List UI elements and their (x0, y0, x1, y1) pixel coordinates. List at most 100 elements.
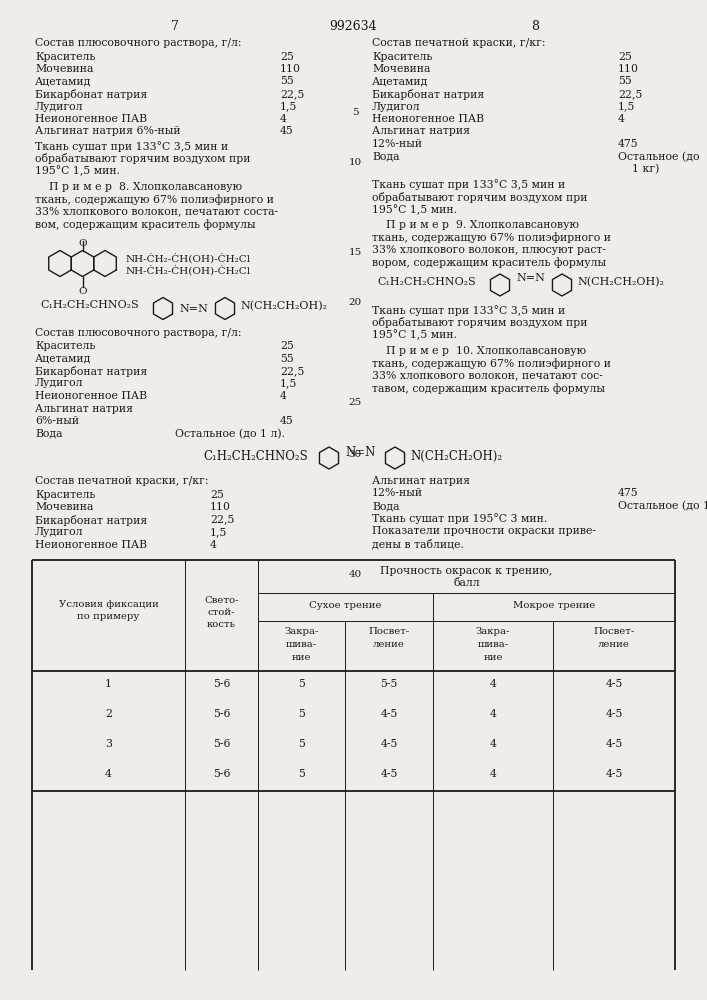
Text: вором, содержащим краситель формулы: вором, содержащим краситель формулы (372, 257, 606, 268)
Text: вом, содержащим краситель формулы: вом, содержащим краситель формулы (35, 219, 256, 230)
Text: Сухое трение: Сухое трение (309, 601, 382, 610)
Text: 195°С 1,5 мин.: 195°С 1,5 мин. (372, 330, 457, 341)
Text: N=N: N=N (345, 446, 375, 459)
Text: 22,5: 22,5 (618, 89, 643, 99)
Text: 25: 25 (349, 398, 361, 407)
Text: 1,5: 1,5 (280, 378, 298, 388)
Text: Посвет-: Посвет- (593, 627, 635, 636)
Text: 6%-ный: 6%-ный (35, 416, 79, 426)
Text: 4-5: 4-5 (605, 709, 623, 719)
Text: 45: 45 (280, 126, 293, 136)
Text: 33% хлопкового волокон, печатают соста-: 33% хлопкового волокон, печатают соста- (35, 207, 278, 217)
Text: Альгинат натрия: Альгинат натрия (372, 126, 470, 136)
Text: Ткань сушат при 133°С 3,5 мин и: Ткань сушат при 133°С 3,5 мин и (372, 180, 566, 190)
Text: 25: 25 (618, 51, 632, 62)
Text: N(CH₂CH₂OH)₂: N(CH₂CH₂OH)₂ (410, 450, 502, 463)
Text: Ткань сушат при 133°С 3,5 мин и: Ткань сушат при 133°С 3,5 мин и (35, 141, 228, 152)
Text: шива-: шива- (477, 640, 508, 649)
Text: 110: 110 (210, 502, 231, 512)
Text: 5: 5 (298, 709, 305, 719)
Text: ление: ление (598, 640, 630, 649)
Text: 4-5: 4-5 (605, 679, 623, 689)
Text: Бикарбонат натрия: Бикарбонат натрия (35, 89, 147, 100)
Text: Остальное (до 1 кг): Остальное (до 1 кг) (618, 501, 707, 511)
Text: ткань, содержащую 67% полиэфирного и: ткань, содержащую 67% полиэфирного и (35, 194, 274, 205)
Text: 22,5: 22,5 (210, 514, 235, 524)
Text: Лудигол: Лудигол (35, 527, 83, 537)
Text: 5: 5 (298, 739, 305, 749)
Text: Бикарбонат натрия: Бикарбонат натрия (372, 89, 484, 100)
Text: 12%-ный: 12%-ный (372, 488, 423, 498)
Text: Неионогенное ПАВ: Неионогенное ПАВ (35, 114, 147, 124)
Text: ние: ние (292, 653, 311, 662)
Text: ткань, содержащую 67% полиэфирного и: ткань, содержащую 67% полиэфирного и (372, 232, 611, 243)
Text: обрабатывают горячим воздухом при: обрабатывают горячим воздухом при (35, 153, 250, 164)
Text: П р и м е р  8. Хлопколавсановую: П р и м е р 8. Хлопколавсановую (35, 182, 242, 192)
Text: Состав плюсовочного раствора, г/л:: Состав плюсовочного раствора, г/л: (35, 38, 242, 48)
Text: 5-6: 5-6 (213, 679, 230, 689)
Text: Краситель: Краситель (35, 341, 95, 351)
Text: Закра-: Закра- (284, 627, 319, 636)
Text: C₁H₂CH₂CHNO₂S: C₁H₂CH₂CHNO₂S (40, 300, 139, 310)
Text: Остальное (до 1 л).: Остальное (до 1 л). (175, 428, 285, 439)
Text: Бикарбонат натрия: Бикарбонат натрия (35, 514, 147, 526)
Text: 8: 8 (531, 20, 539, 33)
Text: O: O (78, 238, 87, 247)
Text: Мокрое трение: Мокрое трение (513, 601, 595, 610)
Text: 55: 55 (280, 354, 293, 363)
Text: 195°С 1,5 мин.: 195°С 1,5 мин. (35, 166, 120, 177)
Text: ление: ление (373, 640, 405, 649)
Text: 7: 7 (171, 20, 179, 33)
Text: N=N: N=N (516, 273, 545, 283)
Text: 4: 4 (210, 540, 217, 550)
Text: Лудигол: Лудигол (372, 102, 421, 111)
Text: 5-6: 5-6 (213, 739, 230, 749)
Text: 22,5: 22,5 (280, 89, 305, 99)
Text: 5-6: 5-6 (213, 709, 230, 719)
Text: C₁H₂CH₂CHNO₂S: C₁H₂CH₂CHNO₂S (377, 277, 476, 287)
Text: Состав печатной краски, г/кг:: Состав печатной краски, г/кг: (35, 476, 209, 486)
Text: Мочевина: Мочевина (35, 502, 93, 512)
Text: кость: кость (207, 620, 236, 629)
Text: ткань, содержащую 67% полиэфирного и: ткань, содержащую 67% полиэфирного и (372, 358, 611, 369)
Text: N=N: N=N (179, 304, 208, 314)
Text: 40: 40 (349, 570, 361, 579)
Text: 110: 110 (618, 64, 639, 74)
Text: 33% хлопкового волокон, печатают сос-: 33% хлопкового волокон, печатают сос- (372, 370, 603, 380)
Text: дены в таблице.: дены в таблице. (372, 538, 464, 549)
Text: 5: 5 (298, 769, 305, 779)
Text: Закра-: Закра- (476, 627, 510, 636)
Text: стой-: стой- (208, 608, 235, 617)
Text: 10: 10 (349, 158, 361, 167)
Text: Состав печатной краски, г/кг:: Состав печатной краски, г/кг: (372, 38, 546, 48)
Text: Альгинат натрия: Альгинат натрия (372, 476, 470, 486)
Text: 25: 25 (280, 341, 294, 351)
Text: Ацетамид: Ацетамид (35, 77, 91, 87)
Text: C₁H₂CH₂CHNO₂S: C₁H₂CH₂CHNO₂S (203, 450, 308, 463)
Text: 4-5: 4-5 (605, 739, 623, 749)
Text: 55: 55 (280, 77, 293, 87)
Text: Прочность окрасок к трению,: Прочность окрасок к трению, (380, 566, 553, 576)
Text: 4: 4 (105, 769, 112, 779)
Text: 22,5: 22,5 (280, 366, 305, 376)
Text: Неионогенное ПАВ: Неионогенное ПАВ (35, 391, 147, 401)
Text: обрабатывают горячим воздухом при: обрабатывают горячим воздухом при (372, 318, 588, 328)
Text: Ацетамид: Ацетамид (372, 77, 428, 87)
Text: Остальное (до: Остальное (до (618, 151, 699, 162)
Text: 25: 25 (210, 489, 224, 499)
Text: 5: 5 (298, 679, 305, 689)
Text: 195°С 1,5 мин.: 195°С 1,5 мин. (372, 205, 457, 215)
Text: Свето-: Свето- (204, 596, 239, 605)
Text: 1,5: 1,5 (618, 102, 636, 111)
Text: 4: 4 (280, 391, 287, 401)
Text: Показатели прочности окраски приве-: Показатели прочности окраски приве- (372, 526, 596, 536)
Text: по примеру: по примеру (77, 612, 140, 621)
Text: тавом, содержащим краситель формулы: тавом, содержащим краситель формулы (372, 383, 605, 394)
Text: 25: 25 (280, 51, 294, 62)
Text: 4-5: 4-5 (605, 769, 623, 779)
Text: 4: 4 (280, 114, 287, 124)
Text: 4: 4 (489, 679, 496, 689)
Text: Лудигол: Лудигол (35, 378, 83, 388)
Text: 110: 110 (280, 64, 301, 74)
Text: 992634: 992634 (329, 20, 377, 33)
